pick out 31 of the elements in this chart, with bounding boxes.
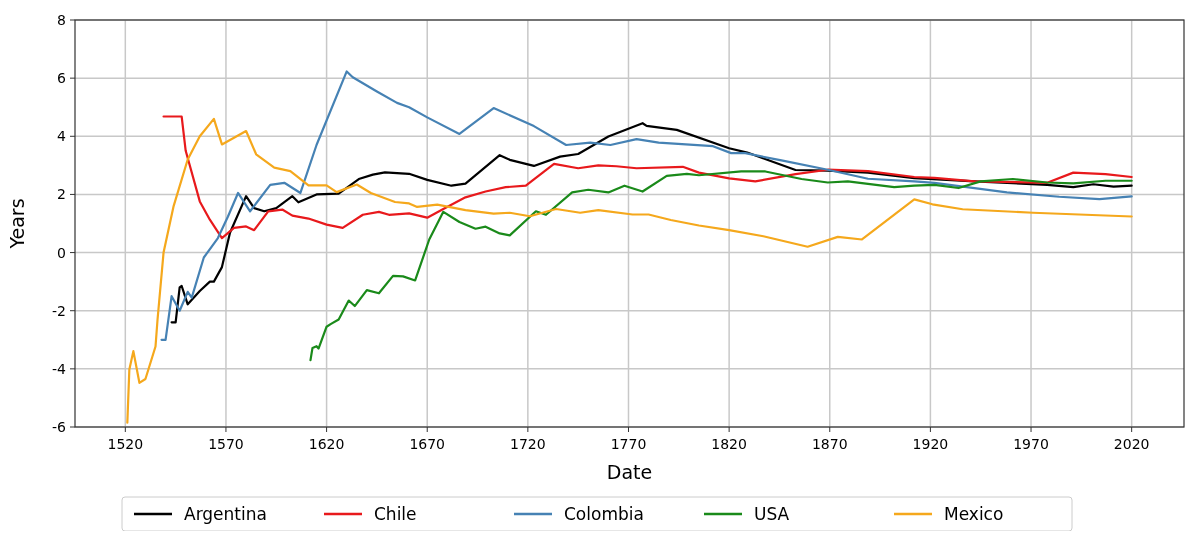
x-tick-label: 1770: [610, 436, 647, 452]
legend-label: Mexico: [944, 504, 1004, 524]
x-tick-label: 2020: [1113, 436, 1150, 452]
y-tick-label: 0: [57, 244, 66, 261]
line-series: [309, 170, 1133, 362]
y-tick-label: -2: [52, 302, 66, 319]
x-tick-label: 1720: [510, 436, 546, 452]
y-tick-label: -4: [52, 360, 67, 377]
x-tick-label: 1870: [811, 436, 848, 452]
x-tick-label: 1820: [711, 436, 747, 452]
line-series: [162, 115, 1133, 240]
line-series: [126, 117, 1133, 424]
x-tick-label: 1670: [409, 436, 446, 452]
y-tick-label: -6: [52, 419, 67, 435]
line-series: [160, 70, 1133, 341]
legend-label: Chile: [374, 504, 417, 524]
y-tick-label: 2: [57, 186, 66, 203]
y-tick-label: 8: [57, 12, 66, 28]
line-series: [170, 122, 1133, 324]
x-tick-label: 1970: [1013, 436, 1049, 452]
x-tick-label: 1620: [308, 436, 345, 452]
legend-label: Colombia: [564, 504, 644, 524]
y-axis-title: Years: [6, 198, 28, 250]
legend-label: Argentina: [184, 504, 267, 524]
x-tick-label: 1570: [208, 436, 244, 452]
x-tick-label: 1920: [912, 436, 949, 452]
x-axis-title: Date: [606, 461, 653, 483]
y-tick-label: 6: [57, 70, 67, 87]
y-tick-label: 4: [57, 128, 67, 145]
legend-label: USA: [754, 504, 790, 524]
x-tick-label: 1520: [107, 436, 144, 452]
